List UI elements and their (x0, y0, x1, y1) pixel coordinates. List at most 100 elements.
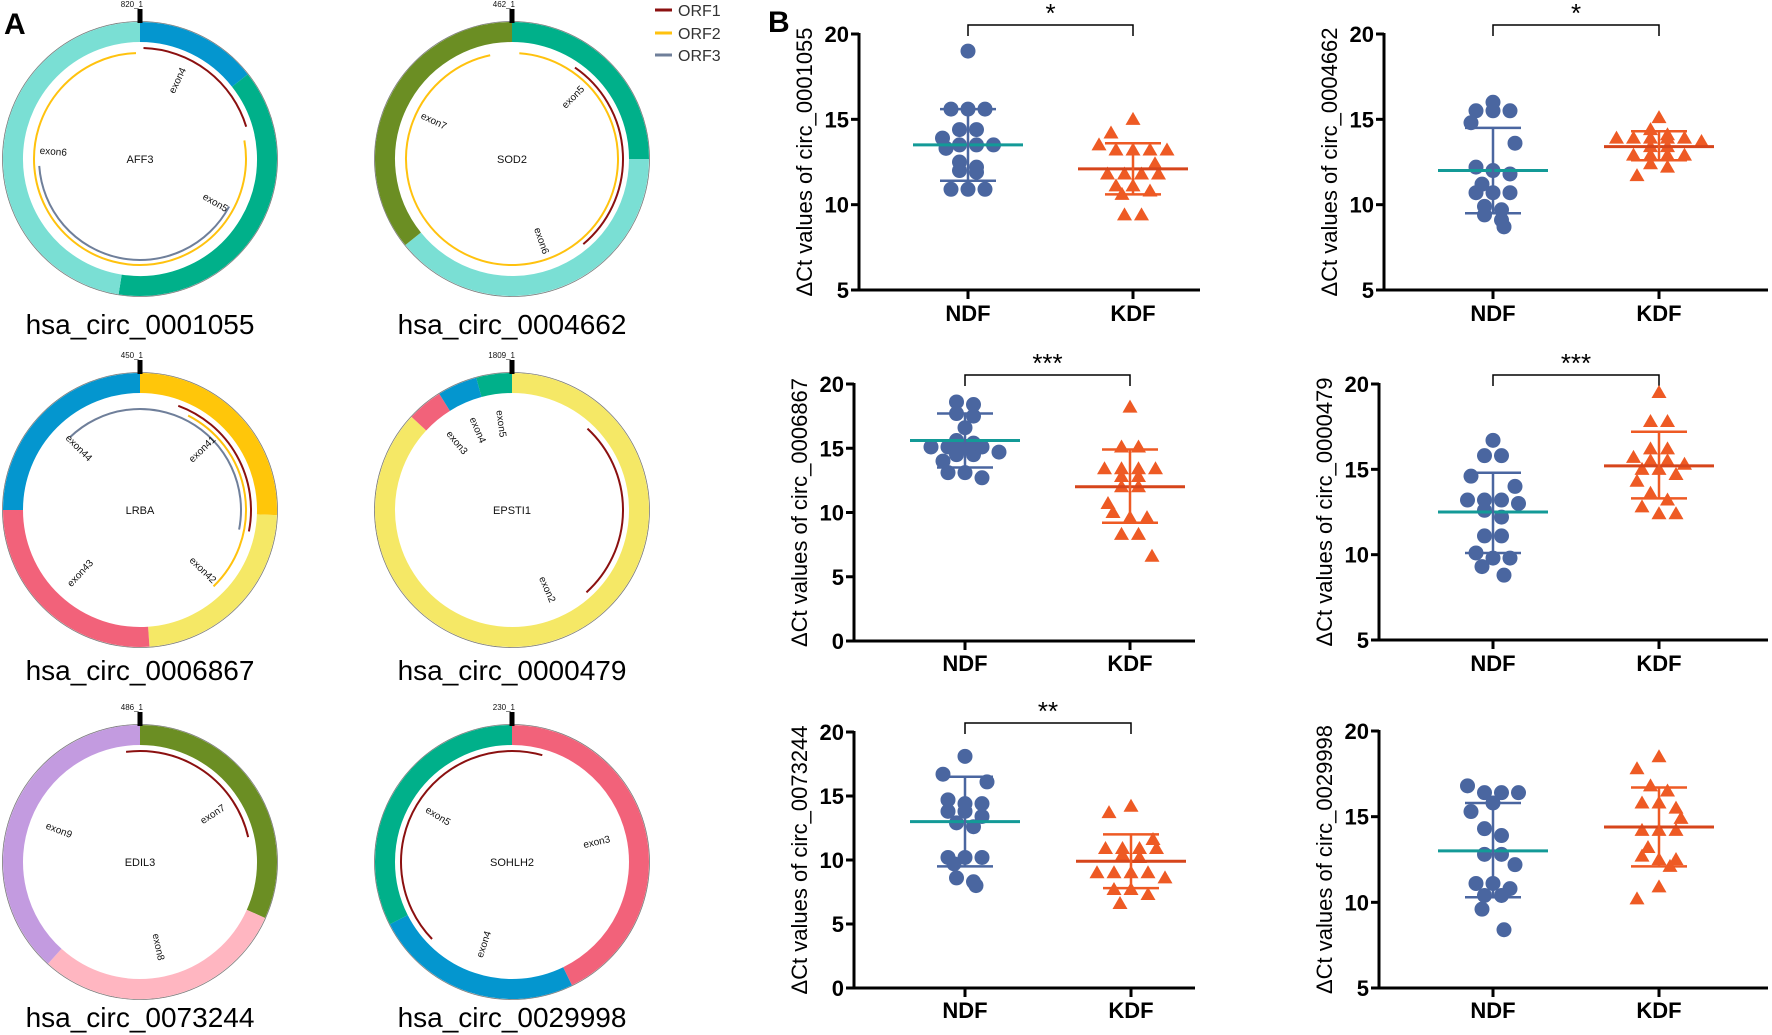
y-tick-label: 20 (820, 372, 844, 397)
scatter-chart-6: 5 10 15 20 ΔCt values of circ_0029998 NDF KDF (1312, 719, 1768, 1023)
data-point-kdf (1103, 125, 1119, 139)
data-point-kdf (1634, 499, 1650, 513)
data-point-kdf (1673, 810, 1689, 824)
data-point-kdf (1100, 166, 1115, 180)
data-point-kdf (1643, 147, 1658, 161)
data-point-kdf (1660, 130, 1675, 144)
y-tick-label: 20 (1345, 719, 1369, 744)
data-point-kdf (1149, 840, 1164, 854)
junction-marker-icon (509, 360, 515, 374)
data-point-kdf (1101, 805, 1117, 819)
y-tick-label: 15 (825, 107, 849, 132)
gene-name: LRBA (126, 505, 155, 517)
data-point-ndf (1502, 103, 1518, 119)
data-point-kdf (1139, 510, 1155, 524)
data-point-ndf (1460, 492, 1475, 508)
y-tick-label: 20 (1345, 372, 1369, 397)
y-tick-label: 5 (837, 278, 849, 303)
significance-bracket (1492, 374, 1660, 386)
exon-label: exon3 (582, 834, 611, 851)
data-point-ndf (1485, 103, 1501, 119)
data-point-kdf (1643, 778, 1658, 792)
data-point-ndf (1507, 135, 1523, 151)
exon-label: exon6 (531, 226, 551, 256)
data-point-kdf (1660, 453, 1675, 467)
data-point-kdf (1677, 130, 1692, 144)
y-tick-label: 10 (825, 193, 849, 218)
exon-segment-exon6 (405, 158, 649, 296)
data-point-ndf (991, 444, 1007, 460)
data-point-ndf (1494, 785, 1509, 801)
orf2-arc (187, 414, 247, 588)
data-point-ndf (935, 453, 951, 469)
scatter-chart-3: 0 5 10 15 20 ΔCt values of circ_0006867 NDF KDF… (787, 348, 1195, 676)
data-point-kdf (1134, 166, 1149, 180)
data-point-kdf (1660, 147, 1675, 161)
circrna-id-label: hsa_circ_0004662 (398, 309, 627, 340)
gene-name: AFF3 (127, 154, 154, 166)
exon-segment-exon6 (3, 22, 141, 295)
scatter-chart-2: 5 10 15 20 ΔCt values of circ_0004662 NDF KDF * (1317, 0, 1768, 326)
data-point-kdf (1660, 414, 1675, 428)
orf1-arc (177, 404, 252, 532)
data-point-ndf (1463, 804, 1479, 820)
data-point-ndf (1485, 550, 1501, 566)
exon-segment-exon4 (139, 22, 248, 87)
data-point-ndf (977, 181, 993, 197)
data-point-kdf (1677, 456, 1692, 470)
data-point-kdf (1643, 414, 1658, 428)
data-point-kdf (1651, 506, 1667, 520)
y-tick-label: 15 (1350, 107, 1374, 132)
data-point-kdf (1651, 385, 1667, 399)
x-tick-label-kdf: KDF (1636, 651, 1681, 676)
data-point-kdf (1668, 800, 1684, 814)
data-point-kdf (1159, 142, 1175, 156)
data-point-ndf (949, 447, 964, 463)
exon-segment-exon43 (3, 509, 150, 647)
data-point-kdf (1140, 865, 1156, 879)
exon-label: exon8 (150, 933, 166, 962)
data-point-ndf (974, 796, 990, 812)
data-point-kdf (1626, 449, 1641, 463)
y-tick-label: 15 (820, 436, 844, 461)
data-point-kdf (1643, 453, 1658, 467)
data-point-kdf (1108, 178, 1124, 192)
exon-label: exon5 (200, 192, 229, 215)
junction-marker-icon (137, 9, 143, 23)
junction-position-label: 486_1 (121, 703, 144, 712)
data-point-kdf (1134, 207, 1149, 221)
exon-label: exon5 (493, 410, 508, 439)
data-point-kdf (1660, 783, 1675, 797)
series-kdf (1078, 111, 1188, 221)
data-point-kdf (1626, 130, 1641, 144)
data-point-ndf (1496, 567, 1512, 583)
data-point-kdf (1097, 461, 1112, 475)
exon-segment-exon5 (511, 22, 649, 160)
data-point-ndf (1485, 432, 1501, 448)
exon-label: exon4 (475, 929, 494, 959)
data-point-kdf (1640, 840, 1656, 854)
data-point-ndf (1468, 185, 1484, 201)
series-ndf (910, 394, 1020, 486)
significance-bracket (967, 24, 1134, 36)
x-tick-label-kdf: KDF (1108, 998, 1153, 1023)
data-point-kdf (1151, 166, 1166, 180)
data-point-kdf (1106, 865, 1122, 879)
data-point-kdf (1089, 865, 1105, 879)
data-point-kdf (1112, 896, 1128, 910)
data-point-ndf (935, 766, 951, 782)
data-point-ndf (1477, 821, 1492, 837)
series-kdf (1075, 399, 1185, 562)
junction-marker-icon (509, 9, 515, 23)
data-point-kdf (1148, 461, 1163, 475)
exon-segment-exon8 (48, 909, 266, 999)
circrna-diagram-aff3: exon4 exon5 exon6 820_1 AFF3 hsa_circ_0001055 (2, 0, 278, 340)
orf-legend: ORF1 ORF2 ORF3 (655, 3, 721, 65)
circrna-diagram-sohlh2: exon3 exon4 exon5 230_1 SOHLH2 hsa_circ_00299… (374, 703, 650, 1033)
gene-name: SOD2 (497, 154, 527, 166)
series-kdf (1604, 385, 1714, 520)
series-ndf (1438, 94, 1548, 235)
junction-position-label: 450_1 (121, 351, 144, 360)
exon-segment-exon5 (375, 725, 513, 925)
